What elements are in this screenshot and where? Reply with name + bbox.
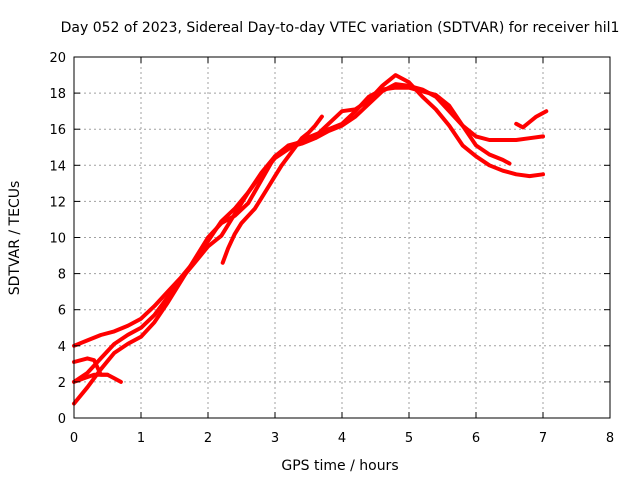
series-line-s1 (72, 82, 545, 348)
series-line-s2 (72, 73, 545, 406)
y-tick-label: 10 (49, 232, 66, 247)
y-tick-label: 16 (49, 123, 66, 138)
series-layer (72, 73, 549, 406)
y-tick-label: 4 (58, 340, 66, 355)
series-line-s4 (220, 114, 324, 265)
x-tick-label: 8 (606, 431, 614, 446)
y-tick-label: 0 (58, 412, 66, 427)
y-tick-label: 20 (49, 51, 66, 66)
x-tick-label: 0 (70, 431, 78, 446)
x-tick-label: 2 (204, 431, 212, 446)
x-tick-label: 1 (137, 431, 145, 446)
x-tick-label: 5 (405, 431, 413, 446)
x-tick-label: 7 (539, 431, 547, 446)
y-tick-label: 18 (49, 87, 66, 102)
y-axis-label: SDTVAR / TECUs (7, 181, 23, 296)
chart-title: Day 052 of 2023, Sidereal Day-to-day VTE… (61, 20, 620, 36)
x-tick-label: 3 (271, 431, 279, 446)
x-tick-label: 4 (338, 431, 346, 446)
x-tick-label: 6 (472, 431, 480, 446)
y-tick-label: 14 (49, 159, 66, 174)
y-tick-label: 12 (49, 195, 66, 210)
series-line-s6 (72, 372, 110, 384)
y-tick-label: 6 (58, 304, 66, 319)
y-tick-label: 8 (58, 268, 66, 283)
grid (74, 57, 610, 418)
series-line-s7 (514, 109, 549, 130)
x-axis-label: GPS time / hours (281, 458, 398, 474)
y-tick-label: 2 (58, 376, 66, 391)
